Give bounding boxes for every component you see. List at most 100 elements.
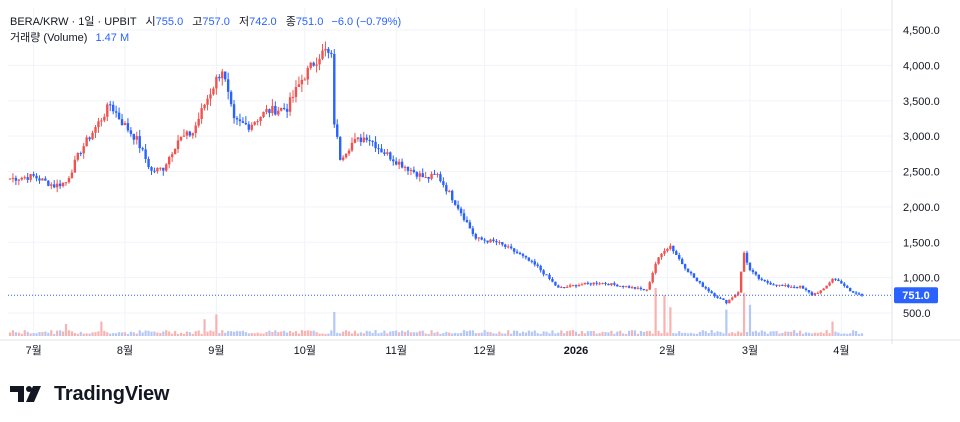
chart-area[interactable]: 751.0 500.0 1,000.0 1,500.0 2,000.0 2,500.0 3… <box>0 0 960 370</box>
candle-body <box>654 263 657 273</box>
volume-bar <box>592 331 595 336</box>
volume-bar <box>465 331 469 336</box>
candle-body <box>642 289 646 291</box>
x-tick-label: 3월 <box>742 344 758 357</box>
volume-bar <box>507 330 510 336</box>
volume-bar <box>112 333 115 336</box>
price-axis: 500.0 1,000.0 1,500.0 2,000.0 2,500.0 3,000.0… <box>903 25 940 320</box>
volume-bar <box>589 331 592 336</box>
candle-body <box>359 137 363 142</box>
candle-body <box>515 251 519 253</box>
volume-bar <box>17 332 20 336</box>
volume-bar <box>772 331 775 336</box>
candle-body <box>38 178 41 181</box>
candle-body <box>170 154 174 158</box>
volume-bar <box>386 333 389 336</box>
candle-body <box>362 137 365 142</box>
volume-bar <box>698 331 701 336</box>
volume-bar <box>442 333 445 336</box>
candle-body <box>734 294 737 298</box>
candle-body <box>622 285 625 287</box>
candle-body <box>725 299 728 304</box>
volume-bar <box>356 333 359 336</box>
candle-body <box>250 124 253 130</box>
volume-bar <box>598 333 601 336</box>
volume-bar <box>168 331 171 336</box>
candle-body <box>680 259 684 265</box>
volume-bar <box>303 330 306 336</box>
candle-body <box>409 169 413 171</box>
candle-body <box>439 174 442 182</box>
candle-body <box>495 241 498 243</box>
y-tick-label: 4,500.0 <box>903 25 940 37</box>
candle-body <box>159 167 162 169</box>
candle-body <box>442 181 445 186</box>
candle-body <box>633 287 637 289</box>
volume-bar <box>678 331 681 336</box>
candle-body <box>383 152 386 154</box>
volume-bar <box>365 330 368 336</box>
x-tick-label: 12월 <box>473 344 495 357</box>
candle-body <box>857 293 861 295</box>
candle-body <box>403 166 407 168</box>
tradingview-logo[interactable]: TradingView <box>10 381 169 407</box>
candle-body <box>613 283 616 285</box>
candle-body <box>61 182 65 187</box>
volume-bar <box>707 333 710 336</box>
candle-body <box>639 287 643 290</box>
volume-bar <box>684 332 687 336</box>
volume-bar <box>165 330 168 336</box>
candle-body <box>392 159 395 162</box>
volume-bar <box>489 332 492 336</box>
volume-bar <box>790 331 793 336</box>
volume-bar <box>59 330 62 336</box>
y-tick-label: 1,000.0 <box>903 273 940 285</box>
candle-body <box>268 109 271 114</box>
volume-bar <box>819 332 822 336</box>
candle-body <box>303 79 307 81</box>
volume-bar <box>604 332 607 336</box>
volume-bar <box>126 333 130 336</box>
volume-bar <box>701 330 704 336</box>
volume-bar <box>283 330 286 336</box>
volume-bar <box>362 333 365 336</box>
candle-body <box>215 76 218 89</box>
candle-body <box>574 285 578 287</box>
volume-bar <box>44 331 47 336</box>
candle-body <box>548 274 551 279</box>
candle-body <box>82 146 85 154</box>
candle-body <box>229 91 233 105</box>
volume-bar <box>11 330 15 336</box>
volume-bar <box>837 332 840 336</box>
volume-bar <box>232 331 236 336</box>
candle-body <box>44 178 47 181</box>
candle-body <box>336 124 339 137</box>
candle-body <box>840 280 843 284</box>
candle-body <box>663 250 666 254</box>
candle-body <box>327 48 330 53</box>
candle-body <box>421 173 424 178</box>
candlestick-chart[interactable]: 751.0 500.0 1,000.0 1,500.0 2,000.0 2,500.0 3… <box>0 0 960 370</box>
candle-body <box>262 111 265 118</box>
candle-body <box>636 287 640 289</box>
candle-body <box>722 298 725 300</box>
volume-bar <box>291 332 295 336</box>
volume-bar <box>38 332 41 336</box>
volume-bar <box>451 333 454 336</box>
candle-body <box>23 177 26 179</box>
volume-bar <box>359 332 362 336</box>
candle-body <box>627 286 631 288</box>
candle-body <box>492 239 495 242</box>
volume-bar <box>280 331 283 336</box>
candle-body <box>592 282 595 285</box>
candle-body <box>185 131 189 136</box>
volume-bar <box>247 333 250 336</box>
volume-bar <box>206 331 209 336</box>
volume-bar <box>392 331 395 336</box>
candle-body <box>657 257 660 264</box>
volume-bar <box>153 331 156 336</box>
candle-body <box>542 270 545 275</box>
candle-body <box>32 174 35 176</box>
candle-body <box>772 284 775 286</box>
candle-body <box>85 137 88 147</box>
